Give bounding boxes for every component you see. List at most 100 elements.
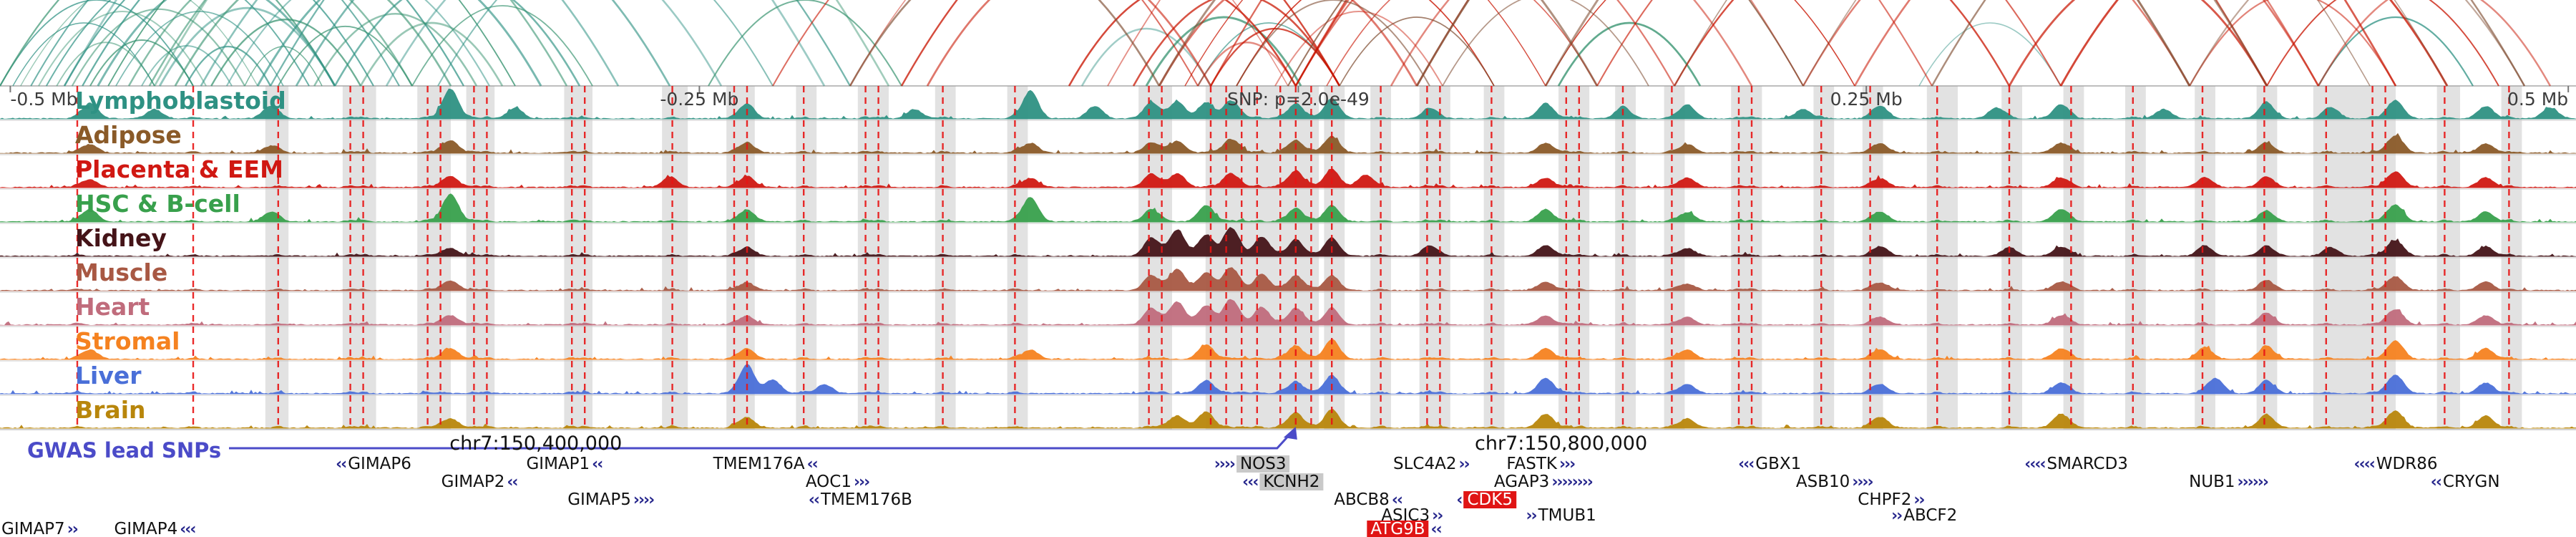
gene-name: AOC1 — [805, 473, 852, 491]
interaction-arc — [2189, 0, 2396, 87]
gene-name: AGAP3 — [1493, 473, 1550, 491]
interaction-arc — [1080, 27, 1212, 87]
gene-name: CHPF2 — [1858, 490, 1912, 509]
gene-fastk: FASTK ››› — [1506, 455, 1576, 473]
gene-name: TMUB1 — [1538, 506, 1596, 525]
interaction-arc — [2266, 0, 2499, 87]
interaction-arc — [12, 22, 155, 87]
gene-name: SLC4A2 — [1392, 455, 1457, 473]
gene-strand-arrows-icon: ›››››› — [2237, 473, 2269, 491]
gwas-pointer-arrowhead-icon — [1283, 427, 1297, 440]
interaction-arc — [2317, 0, 2552, 87]
gene-abcf2: ›› ABCF2 — [1891, 507, 1957, 524]
interaction-arc — [385, 0, 723, 87]
gene-agap3: AGAP3 ›››››››› — [1493, 473, 1594, 491]
gene-strand-arrows-icon: ›››› — [1852, 473, 1873, 491]
gene-gimap2: GIMAP2 ‹‹ — [441, 473, 519, 491]
interaction-arc — [1236, 0, 1430, 87]
gene-gbx1: ‹‹‹ GBX1 — [1738, 455, 1801, 473]
gene-name: GBX1 — [1755, 455, 1802, 473]
interaction-arc — [97, 0, 336, 87]
gene-strand-arrows-icon: ‹ — [1456, 490, 1463, 509]
interaction-arc — [1184, 0, 1546, 87]
interaction-arc — [210, 19, 362, 87]
interaction-arc — [437, 0, 774, 87]
gene-name: SMARCD3 — [2046, 455, 2128, 473]
gene-name: NUB1 — [2189, 473, 2235, 491]
gene-strand-arrows-icon: ‹‹ — [507, 473, 518, 491]
gene-strand-arrows-icon: ›› — [1432, 506, 1443, 525]
gene-smarcd3: ‹‹‹‹ SMARCD3 — [2024, 455, 2128, 473]
gene-atg9b: ATG9B ‹‹ — [1367, 521, 1443, 537]
gene-strand-arrows-icon: ›› — [67, 520, 79, 537]
gene-tmub1: ›› TMUB1 — [1526, 507, 1596, 524]
interaction-arc — [277, 25, 413, 87]
interaction-arc — [900, 0, 1341, 87]
track-label-stromal: Stromal — [75, 327, 180, 355]
interaction-arc — [89, 39, 194, 87]
interaction-arc — [1442, 0, 1649, 87]
gene-strand-arrows-icon: ››› — [853, 473, 870, 491]
gene-strand-arrows-icon: ›› — [1913, 490, 1925, 509]
signal-kidney — [0, 227, 2576, 257]
interaction-arc — [359, 21, 504, 87]
track-label-liver: Liver — [75, 362, 142, 390]
interaction-arc — [244, 46, 323, 87]
track-label-adipose: Adipose — [75, 121, 182, 149]
signal-stromal — [0, 339, 2576, 360]
interaction-arc — [295, 0, 671, 87]
coordinate-label-1: chr7:150,800,000 — [1475, 432, 1648, 455]
interaction-arc — [313, 12, 478, 87]
track-label-kidney: Kidney — [75, 224, 167, 252]
interaction-arc — [2059, 0, 2449, 87]
interaction-arc — [1415, 0, 2191, 87]
interaction-arc — [107, 0, 516, 87]
interaction-arc — [1068, 0, 1297, 87]
interaction-arc — [38, 11, 207, 87]
signal-adipose — [0, 132, 2576, 154]
interaction-arc — [1339, 16, 1495, 87]
gene-strand-arrows-icon: ‹‹ — [808, 490, 820, 509]
gene-strand-arrows-icon: ‹‹ — [336, 455, 347, 473]
gene-name: TMEM176B — [820, 490, 912, 509]
signal-placenta-eem — [0, 168, 2576, 188]
interaction-arc — [256, 0, 542, 87]
snp-dashed-lines — [76, 86, 2510, 430]
gene-cdk5: ‹ CDK5 — [1456, 491, 1516, 508]
gene-abcb8: ABCB8 ‹‹ — [1334, 490, 1403, 509]
gene-nos3: ›››› NOS3 — [1214, 455, 1290, 473]
interaction-arc — [1274, 11, 1443, 87]
interaction-arc — [2008, 0, 2268, 87]
interaction-arc — [30, 0, 400, 87]
track-label-lymphoblastoid: Lymphoblastoid — [75, 87, 286, 115]
interaction-arc — [333, 0, 581, 87]
gene-name: ATG9B — [1367, 521, 1429, 537]
gene-name: ASB10 — [1795, 473, 1850, 491]
interaction-arc — [1158, 0, 1599, 87]
gene-strand-arrows-icon: ‹‹ — [1391, 490, 1403, 509]
ruler-label-1: -0.25 Mb — [660, 89, 739, 110]
gene-strand-arrows-icon: ›››››››› — [1551, 473, 1594, 491]
signal-areas — [0, 88, 2576, 429]
interaction-arc — [158, 7, 336, 87]
interaction-arc — [185, 46, 272, 87]
gene-name: GIMAP4 — [114, 520, 178, 537]
signal-lymphoblastoid — [0, 88, 2576, 120]
interaction-arc — [82, 0, 464, 87]
gene-strand-arrows-icon: ‹‹ — [592, 455, 603, 473]
signal-brain — [0, 409, 2576, 429]
gene-tmem176a: TMEM176A ‹‹ — [713, 455, 819, 473]
gene-strand-arrows-icon: ‹‹‹‹ — [2024, 455, 2046, 473]
interaction-arc — [1326, 0, 1598, 87]
interaction-arc — [1931, 0, 2526, 87]
ruler-label-4: 0.5 Mb — [2507, 89, 2569, 110]
interaction-arc — [926, 0, 1212, 87]
track-label-hsc-b-cell: HSC & B-cell — [75, 190, 240, 218]
gene-asb10: ASB10 ›››› — [1795, 473, 1874, 491]
gene-gimap7: GIMAP7 ›› — [1, 520, 79, 537]
interaction-arc — [1802, 0, 2191, 87]
gene-strand-arrows-icon: ›› — [1458, 455, 1470, 473]
gene-name: NOS3 — [1236, 455, 1290, 473]
interaction-arc — [1673, 0, 2011, 87]
